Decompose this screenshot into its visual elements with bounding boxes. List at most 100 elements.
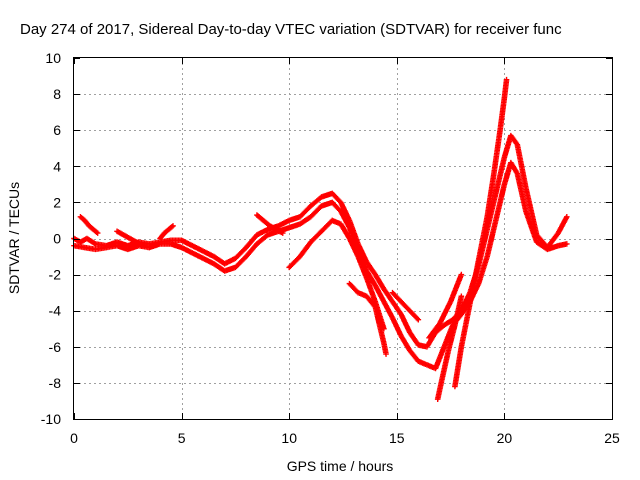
series-trace-11: [452, 76, 510, 390]
data-point: [383, 351, 389, 357]
data-point-fill: [514, 172, 529, 213]
data-point-fill: [355, 247, 369, 273]
data-layer: [71, 76, 570, 402]
y-tick-label: -4: [49, 303, 62, 319]
data-point-fill: [381, 300, 395, 320]
data-point-fill: [435, 378, 445, 401]
data-point-fill: [491, 128, 503, 177]
data-point-fill: [330, 191, 343, 205]
data-point-fill: [377, 323, 387, 345]
x-tick-label: 5: [178, 430, 186, 446]
data-point: [503, 76, 510, 83]
data-point: [94, 230, 101, 236]
data-point-fill: [433, 345, 447, 370]
data-point-fill: [390, 300, 404, 316]
data-point-fill: [478, 215, 490, 251]
data-point: [458, 293, 465, 300]
data-point-fill: [465, 280, 477, 316]
y-tick-label: -10: [41, 411, 61, 427]
data-point: [415, 316, 422, 323]
data-point-fill: [514, 143, 529, 190]
data-point-fill: [364, 260, 378, 277]
series-trace-10: [434, 293, 465, 402]
data-point-fill: [347, 237, 361, 258]
data-point-fill: [298, 204, 313, 219]
data-point-fill: [471, 248, 484, 284]
data-point-fill: [298, 214, 313, 227]
data-point-fill: [268, 223, 278, 232]
series-trace-5: [157, 223, 176, 242]
y-tick-label: 4: [53, 158, 61, 174]
y-tick-label: 10: [45, 50, 61, 66]
data-point-fill: [452, 345, 464, 388]
data-point-fill: [308, 204, 324, 219]
data-point-fill: [398, 312, 412, 334]
data-point-fill: [399, 300, 412, 313]
data-point-fill: [244, 242, 259, 259]
series-trace-7: [286, 217, 387, 332]
data-point-fill: [121, 232, 132, 241]
data-point-fill: [364, 276, 378, 304]
data-point-fill: [556, 215, 569, 235]
data-point-fill: [446, 323, 458, 352]
data-point-fill: [372, 305, 383, 327]
ticks: [74, 58, 613, 420]
data-point-fill: [390, 316, 404, 338]
x-tick-label: 25: [604, 430, 620, 446]
data-point-fill: [244, 233, 259, 250]
data-point-fill: [493, 155, 507, 195]
data-point-fill: [427, 321, 442, 340]
data-point-fill: [91, 227, 100, 235]
data-point-fill: [452, 294, 464, 327]
data-point-fill: [493, 183, 507, 222]
data-point-fill: [298, 240, 313, 259]
data-point-fill: [347, 281, 360, 295]
data-point-fill: [255, 233, 270, 246]
data-point-fill: [407, 348, 421, 363]
data-point-fill: [373, 273, 386, 291]
data-point-fill: [484, 174, 497, 219]
x-tick-label: 20: [497, 430, 513, 446]
data-point-fill: [338, 209, 352, 230]
data-point-fill: [523, 210, 539, 244]
data-point-fill: [309, 195, 324, 208]
data-point-fill: [330, 200, 343, 214]
data-point-fill: [338, 222, 352, 240]
data-point-fill: [261, 218, 272, 228]
data-point-fill: [255, 213, 266, 223]
data-point-fill: [115, 229, 126, 237]
data-point-fill: [87, 223, 96, 232]
data-point: [458, 271, 465, 278]
data-point-fill: [364, 294, 378, 309]
data-point-fill: [287, 254, 302, 270]
data-point-fill: [501, 78, 510, 100]
y-tick-label: 8: [53, 86, 61, 102]
data-point-fill: [439, 349, 451, 381]
series-trace-8: [346, 280, 389, 357]
data-point-fill: [476, 255, 490, 285]
tick-labels: 0 5 10 15 20 25 -10 -8 -6 -4 -2 0 2 4 6 8 10: [41, 50, 620, 446]
y-tick-label: 2: [53, 194, 61, 210]
data-point-fill: [233, 254, 248, 270]
data-point-fill: [399, 334, 412, 352]
data-point-fill: [347, 226, 361, 251]
data-point-fill: [128, 236, 138, 245]
data-point: [564, 241, 570, 247]
data-point-fill: [308, 229, 324, 244]
data-point-fill: [497, 96, 507, 132]
series-trace-9: [389, 289, 422, 323]
y-tick-label: 0: [53, 231, 61, 247]
data-point-fill: [355, 255, 369, 280]
data-point-fill: [158, 231, 167, 241]
series-trace-6: [254, 212, 286, 236]
data-point: [564, 214, 570, 220]
data-point-fill: [437, 300, 453, 325]
data-point-fill: [508, 161, 520, 175]
x-tick-label: 0: [70, 430, 78, 446]
data-point-fill: [381, 287, 395, 304]
y-axis-label: SDTVAR / TECUs: [6, 182, 22, 294]
data-point-fill: [162, 227, 171, 235]
data-point-fill: [433, 323, 446, 335]
series-trace-4: [114, 228, 146, 249]
